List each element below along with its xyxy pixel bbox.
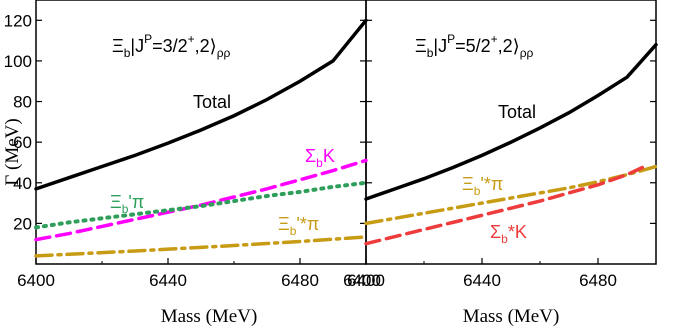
left-sigmak-label: ΣbK (305, 146, 335, 170)
y-tick-label: 120 (4, 11, 32, 30)
x-tick-label: 6480 (579, 271, 617, 290)
x-tick-label: 6440 (463, 271, 501, 290)
x-axis-label-left: Mass (MeV) (161, 306, 258, 327)
y-tick-label: 40 (13, 174, 32, 193)
right-sigmastark-label: Σb*K (490, 222, 527, 246)
x-tick-label: 6480 (281, 271, 319, 290)
x-tick-label: 6440 (149, 271, 187, 290)
series-layer (34, 18, 658, 258)
x-axis-label-right: Mass (MeV) (463, 306, 560, 327)
x-tick-label: 6400 (17, 271, 55, 290)
axis-ticks: 6400 6440 6480 6400 20 40 60 80 100 120 6400 6440 64… (4, 11, 656, 290)
series-line-0-2 (34, 180, 368, 230)
series-line-1-1 (364, 164, 658, 226)
y-tick-label: 100 (4, 52, 32, 71)
left-panel-header: Ξb|JP=3/2+,2⟩ρρ (112, 32, 231, 60)
y-axis-label: Γ (MeV) (2, 118, 23, 185)
right-panel-header: Ξb|JP=5/2+,2⟩ρρ (415, 32, 534, 60)
y-tick-label: 80 (13, 93, 32, 112)
y-tick-label: 20 (13, 214, 32, 233)
y-tick-label: 60 (13, 133, 32, 152)
x-tick-label: 6400 (343, 271, 381, 290)
left-xistarpi-label: Ξb'*π (278, 214, 319, 238)
left-total-label: Total (193, 92, 231, 112)
right-total-label: Total (498, 102, 536, 122)
left-xipi-label: Ξb'π (110, 192, 144, 216)
x-tick-label: 6400 (347, 271, 385, 290)
series-line-0-0 (34, 18, 368, 191)
series-line-0-3 (34, 235, 368, 258)
right-xistarpi-label: Ξb'*π (462, 174, 503, 198)
right-panel-frame (365, 0, 657, 265)
series-line-1-0 (364, 42, 658, 201)
series-line-1-2 (364, 164, 647, 246)
